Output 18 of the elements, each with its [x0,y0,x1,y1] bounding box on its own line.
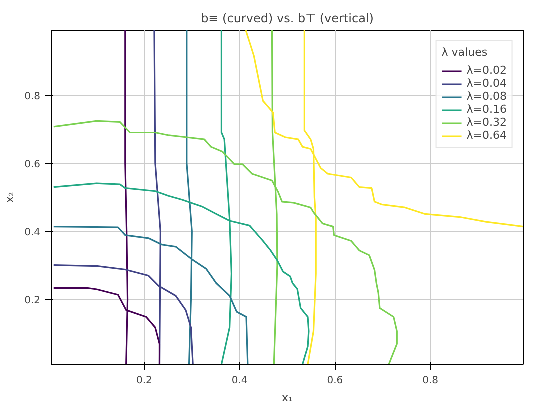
y-tick-label: 0.8 [24,91,41,102]
legend-label: λ=0.16 [466,103,507,116]
x-tick-label: 0.6 [327,376,344,386]
x-tick-label: 0.4 [232,376,248,386]
y-tick-label: 0.6 [24,159,41,170]
legend-label: λ=0.04 [466,77,507,90]
y-tick-label: 0.4 [24,228,41,239]
x-tick-label: 0.8 [422,376,438,386]
x-axis-title: x₁ [282,392,293,404]
y-tick-label: 0.2 [24,296,41,307]
y-axis-title: x₂ [4,192,17,203]
x-tick-label: 0.2 [136,376,152,386]
legend-label: λ=0.64 [466,129,507,142]
legend-label: λ=0.08 [466,90,507,103]
legend-title: λ values [442,46,489,59]
legend-label: λ=0.32 [466,116,507,129]
chart-title: b≡ (curved) vs. b⊤ (vertical) [201,12,374,26]
legend-label: λ=0.02 [466,64,507,77]
